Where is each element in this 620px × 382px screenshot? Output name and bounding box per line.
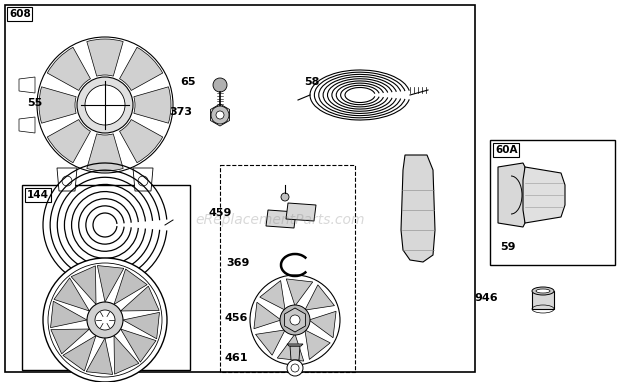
Text: 58: 58 xyxy=(304,77,320,87)
Text: 55: 55 xyxy=(27,98,42,108)
Polygon shape xyxy=(305,285,334,310)
Wedge shape xyxy=(134,87,171,123)
Polygon shape xyxy=(277,334,304,361)
Circle shape xyxy=(280,305,310,335)
Polygon shape xyxy=(255,330,285,355)
Circle shape xyxy=(290,315,300,325)
Polygon shape xyxy=(285,308,306,332)
Wedge shape xyxy=(47,47,91,91)
Text: 946: 946 xyxy=(474,293,498,303)
Text: 373: 373 xyxy=(169,107,192,117)
Polygon shape xyxy=(120,329,156,362)
Text: 459: 459 xyxy=(208,208,232,218)
Polygon shape xyxy=(71,266,96,304)
Bar xyxy=(22,185,190,370)
Bar xyxy=(490,140,615,265)
Polygon shape xyxy=(19,117,35,133)
Polygon shape xyxy=(532,291,554,309)
Circle shape xyxy=(77,77,133,133)
Circle shape xyxy=(213,78,227,92)
Circle shape xyxy=(85,85,125,125)
Circle shape xyxy=(211,106,229,124)
Polygon shape xyxy=(309,311,336,338)
Polygon shape xyxy=(523,167,565,223)
Polygon shape xyxy=(401,155,435,262)
Polygon shape xyxy=(266,210,296,228)
Text: 456: 456 xyxy=(224,313,248,323)
Polygon shape xyxy=(133,168,153,191)
Circle shape xyxy=(62,176,72,186)
Text: 60: 60 xyxy=(413,242,428,252)
Polygon shape xyxy=(287,344,303,346)
Wedge shape xyxy=(39,87,76,123)
Wedge shape xyxy=(87,39,123,76)
Bar xyxy=(5,5,475,372)
Circle shape xyxy=(281,193,289,201)
Polygon shape xyxy=(286,203,316,221)
Text: 59: 59 xyxy=(500,242,515,252)
Polygon shape xyxy=(97,265,124,302)
Polygon shape xyxy=(54,278,89,311)
Wedge shape xyxy=(120,120,162,163)
Text: 608: 608 xyxy=(9,9,31,19)
Text: 60A: 60A xyxy=(495,145,518,155)
Circle shape xyxy=(287,360,303,376)
Circle shape xyxy=(37,37,173,173)
Text: 461: 461 xyxy=(224,353,248,363)
Ellipse shape xyxy=(532,287,554,295)
Text: 144: 144 xyxy=(27,190,49,200)
Polygon shape xyxy=(260,280,285,310)
Circle shape xyxy=(138,176,148,186)
Polygon shape xyxy=(305,330,330,359)
Text: 65: 65 xyxy=(180,77,196,87)
Polygon shape xyxy=(290,346,300,360)
Polygon shape xyxy=(86,338,113,374)
Polygon shape xyxy=(114,336,139,374)
Wedge shape xyxy=(47,120,91,163)
Circle shape xyxy=(291,364,299,372)
Polygon shape xyxy=(114,269,147,304)
Polygon shape xyxy=(123,312,159,339)
Polygon shape xyxy=(63,336,96,371)
Bar xyxy=(220,165,355,372)
Polygon shape xyxy=(498,163,525,227)
Circle shape xyxy=(43,258,167,382)
Circle shape xyxy=(95,310,115,330)
Polygon shape xyxy=(120,286,159,311)
Circle shape xyxy=(87,302,123,338)
Circle shape xyxy=(250,275,340,365)
Polygon shape xyxy=(51,301,87,328)
Polygon shape xyxy=(286,279,312,306)
Wedge shape xyxy=(87,134,123,171)
Polygon shape xyxy=(254,302,281,329)
Polygon shape xyxy=(19,77,35,93)
Text: eReplacementParts.com: eReplacementParts.com xyxy=(195,213,365,227)
Wedge shape xyxy=(120,47,162,91)
Polygon shape xyxy=(57,168,77,191)
Polygon shape xyxy=(51,329,89,354)
Ellipse shape xyxy=(536,289,550,293)
Text: 369: 369 xyxy=(227,258,250,268)
Circle shape xyxy=(216,111,224,119)
